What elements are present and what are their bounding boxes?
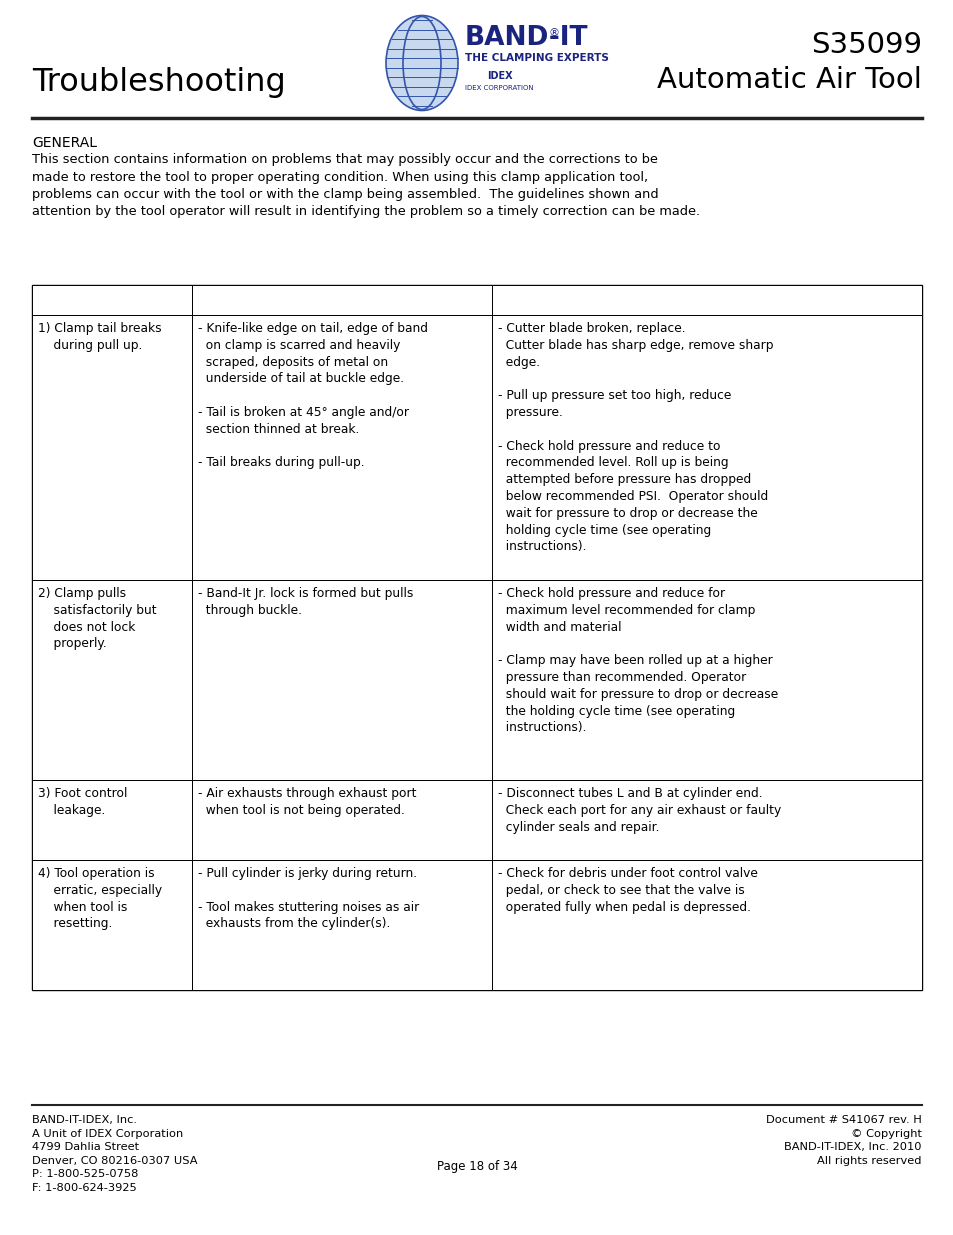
- Text: - Check hold pressure and reduce for
  maximum level recommended for clamp
  wid: - Check hold pressure and reduce for max…: [497, 587, 778, 735]
- Text: - Knife-like edge on tail, edge of band
  on clamp is scarred and heavily
  scra: - Knife-like edge on tail, edge of band …: [198, 322, 428, 469]
- Text: Document # S41067 rev. H
© Copyright
BAND-IT-IDEX, Inc. 2010
All rights reserved: Document # S41067 rev. H © Copyright BAN…: [765, 1115, 921, 1166]
- Text: BAND-IT-IDEX, Inc.
A Unit of IDEX Corporation
4799 Dahlia Street
Denver, CO 8021: BAND-IT-IDEX, Inc. A Unit of IDEX Corpor…: [32, 1115, 197, 1193]
- Text: 3) Foot control
    leakage.: 3) Foot control leakage.: [38, 787, 128, 816]
- Text: THE CLAMPING EXPERTS: THE CLAMPING EXPERTS: [464, 53, 608, 63]
- Text: IDEX CORPORATION: IDEX CORPORATION: [464, 85, 533, 91]
- Text: - Disconnect tubes L and B at cylinder end.
  Check each port for any air exhaus: - Disconnect tubes L and B at cylinder e…: [497, 787, 781, 834]
- Bar: [192, 315, 492, 580]
- Text: - Check for debris under foot control valve
  pedal, or check to see that the va: - Check for debris under foot control va…: [497, 867, 757, 914]
- Bar: [492, 285, 921, 315]
- Bar: [492, 860, 921, 990]
- Text: BAND-IT: BAND-IT: [464, 25, 588, 51]
- Text: 2) Clamp pulls
    satisfactorily but
    does not lock
    properly.: 2) Clamp pulls satisfactorily but does n…: [38, 587, 156, 651]
- Text: S35099: S35099: [810, 31, 921, 59]
- Bar: [492, 781, 921, 860]
- Text: Automatic Air Tool: Automatic Air Tool: [657, 65, 921, 94]
- Text: This section contains information on problems that may possibly occur and the co: This section contains information on pro…: [32, 153, 700, 219]
- Text: ®: ®: [548, 28, 559, 38]
- Text: GENERAL: GENERAL: [32, 136, 97, 149]
- Text: 4) Tool operation is
    erratic, especially
    when tool is
    resetting.: 4) Tool operation is erratic, especially…: [38, 867, 162, 930]
- Ellipse shape: [386, 16, 457, 110]
- Text: - Band-It Jr. lock is formed but pulls
  through buckle.: - Band-It Jr. lock is formed but pulls t…: [198, 587, 413, 616]
- Bar: [192, 781, 492, 860]
- Bar: [492, 580, 921, 781]
- Text: IDEX: IDEX: [486, 70, 512, 82]
- Bar: [32, 860, 192, 990]
- Text: - Pull cylinder is jerky during return.

- Tool makes stuttering noises as air
 : - Pull cylinder is jerky during return. …: [198, 867, 418, 930]
- Bar: [32, 285, 192, 315]
- Text: Page 18 of 34: Page 18 of 34: [436, 1160, 517, 1173]
- Bar: [32, 315, 192, 580]
- Bar: [32, 580, 192, 781]
- Bar: [192, 285, 492, 315]
- Bar: [192, 860, 492, 990]
- Text: 1) Clamp tail breaks
    during pull up.: 1) Clamp tail breaks during pull up.: [38, 322, 161, 352]
- Text: - Cutter blade broken, replace.
  Cutter blade has sharp edge, remove sharp
  ed: - Cutter blade broken, replace. Cutter b…: [497, 322, 773, 553]
- Bar: [32, 781, 192, 860]
- Bar: [492, 315, 921, 580]
- Text: Troubleshooting: Troubleshooting: [32, 68, 286, 99]
- Bar: [192, 580, 492, 781]
- Bar: [32, 285, 921, 990]
- Text: - Air exhausts through exhaust port
  when tool is not being operated.: - Air exhausts through exhaust port when…: [198, 787, 416, 816]
